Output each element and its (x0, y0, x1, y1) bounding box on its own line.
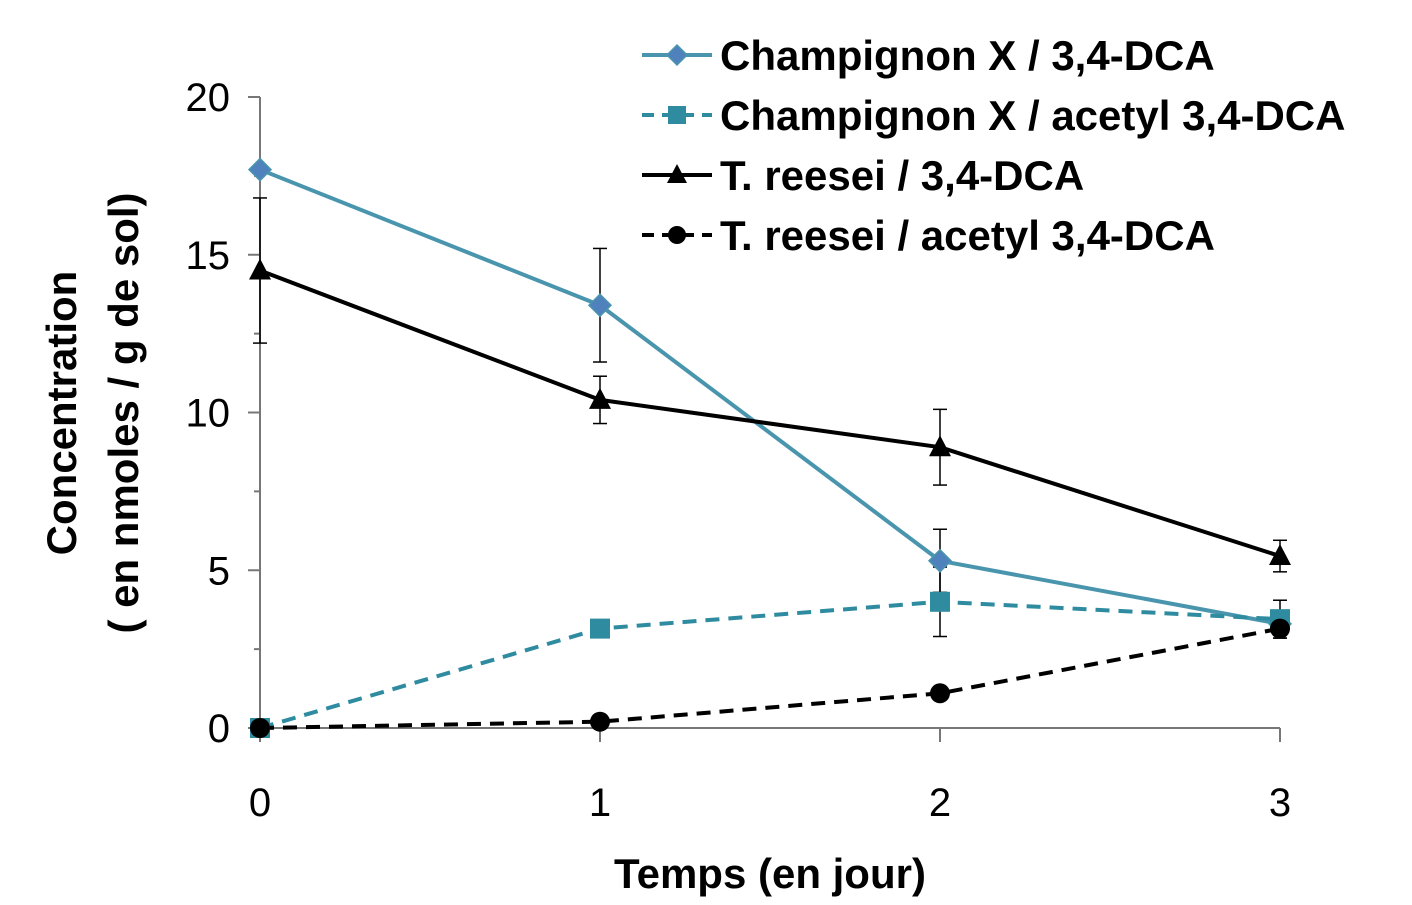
legend-label: Champignon X / 3,4-DCA (720, 32, 1215, 79)
series-line-champignon-x-3-4-dca (259, 167, 1281, 626)
data-point-champignon-x-3-4-dca (247, 157, 273, 182)
y-tick-label: 20 (186, 76, 231, 120)
data-point-t-reesei-3-4-dca (929, 435, 951, 457)
legend-swatch-marker (668, 106, 686, 124)
x-axis-title: Temps (en jour) (614, 850, 926, 897)
error-bars (253, 197, 1287, 639)
legend: Champignon X / 3,4-DCA Champignon X / ace… (642, 32, 1345, 259)
y-tick-label: 15 (186, 234, 231, 278)
x-tick-label: 3 (1269, 781, 1291, 825)
y-axis-title-line-1: Concentration (38, 271, 85, 556)
y-tick-label: 5 (208, 549, 230, 593)
legend-item: Champignon X / 3,4-DCA (642, 32, 1215, 79)
series-line-t-reesei-3-4-dca (259, 268, 1281, 558)
data-point-champignon-x-acetyl-3-4-dca (590, 618, 610, 639)
series-lines (259, 167, 1281, 730)
data-point-champignon-x-acetyl-3-4-dca (930, 591, 950, 612)
series-markers (247, 157, 1293, 738)
legend-swatch-marker (665, 43, 689, 67)
y-axis-title-line-2: ( en nmoles / g de sol) (100, 192, 147, 633)
data-point-t-reesei-acetyl-3-4-dca (1270, 618, 1290, 639)
y-axis-title: Concentration ( en nmoles / g de sol) (38, 192, 147, 633)
y-tick-label: 10 (186, 392, 231, 436)
y-tick-label: 0 (208, 707, 230, 751)
legend-item: T. reesei / 3,4-DCA (642, 152, 1084, 199)
series-line-t-reesei-acetyl-3-4-dca (259, 626, 1281, 730)
x-tick-label: 1 (589, 781, 611, 825)
data-point-t-reesei-acetyl-3-4-dca (250, 718, 270, 738)
x-tick-label: 0 (249, 781, 271, 825)
legend-item: T. reesei / acetyl 3,4-DCA (642, 212, 1215, 259)
data-point-champignon-x-3-4-dca (587, 293, 613, 318)
legend-swatch-marker (667, 164, 687, 183)
x-tick-label: 2 (929, 781, 951, 825)
legend-label: T. reesei / 3,4-DCA (720, 152, 1084, 199)
data-point-t-reesei-acetyl-3-4-dca (590, 711, 610, 732)
data-point-t-reesei-acetyl-3-4-dca (930, 683, 950, 704)
data-point-champignon-x-3-4-dca (927, 548, 953, 573)
legend-label: Champignon X / acetyl 3,4-DCA (720, 92, 1345, 139)
legend-swatch-marker (668, 226, 686, 244)
data-point-t-reesei-3-4-dca (249, 258, 271, 280)
data-point-t-reesei-3-4-dca (1269, 544, 1291, 566)
data-point-t-reesei-3-4-dca (589, 387, 611, 409)
legend-item: Champignon X / acetyl 3,4-DCA (642, 92, 1345, 139)
axes: 0 5 10 15 20 0 1 2 3 (186, 76, 1292, 825)
legend-label: T. reesei / acetyl 3,4-DCA (720, 212, 1215, 259)
